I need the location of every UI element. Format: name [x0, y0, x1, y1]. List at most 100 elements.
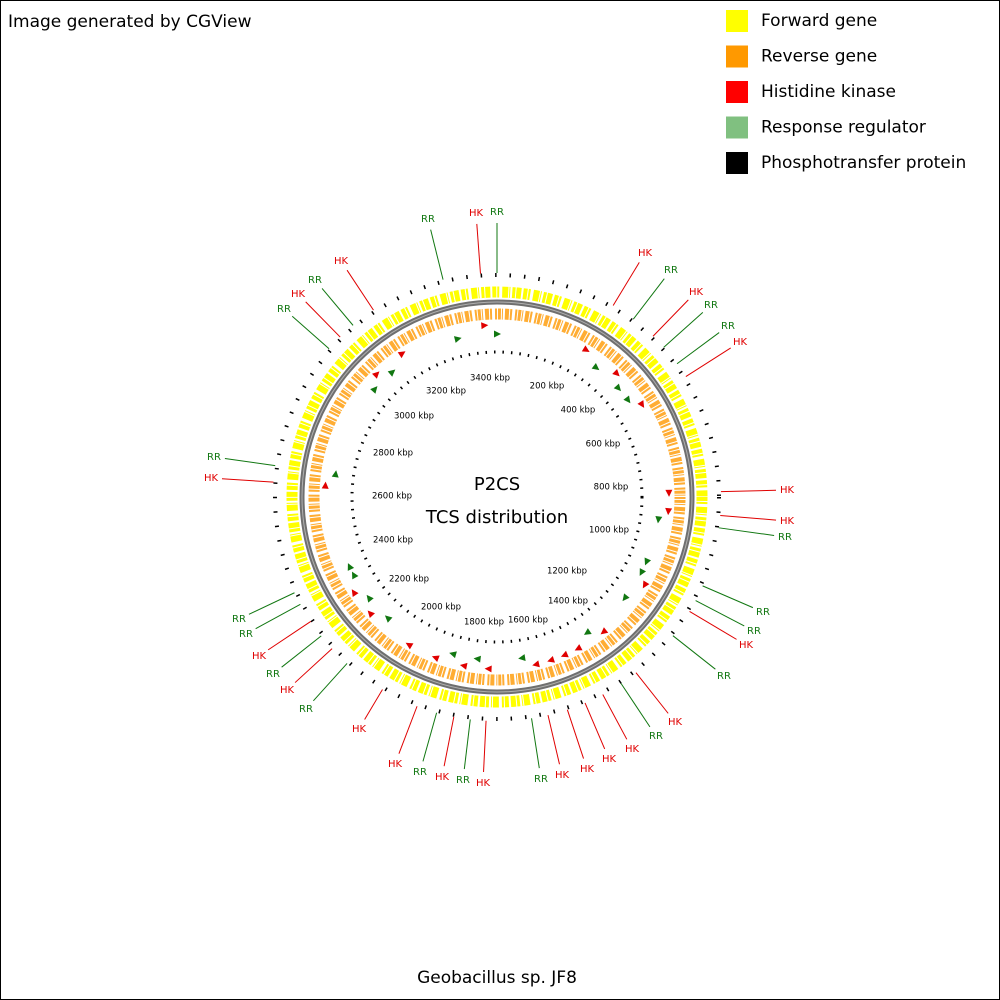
- scale-label: 3000 kbp: [394, 412, 434, 422]
- callout-line: [566, 709, 585, 759]
- tcs-marker: [583, 628, 592, 635]
- callout-line: [531, 718, 540, 769]
- tcs-marker: [560, 650, 569, 658]
- callout-label: RR: [421, 214, 435, 225]
- reverse-gene-ring: [308, 308, 686, 686]
- callout-line: [255, 603, 301, 630]
- callout-label: RR: [308, 275, 322, 286]
- callout-line: [281, 635, 322, 668]
- callout-line: [248, 592, 295, 615]
- callout-label: RR: [266, 669, 280, 680]
- inner-scale: [350, 350, 644, 644]
- callout-line: [224, 458, 276, 467]
- callout-label: RR: [232, 614, 246, 625]
- scale-label: 400 kbp: [561, 406, 596, 416]
- scale-label: 3200 kbp: [426, 387, 466, 397]
- tcs-marker: [639, 568, 647, 576]
- tcs-marker: [449, 651, 457, 659]
- callout-line: [321, 288, 354, 326]
- callout-label: HK: [469, 208, 484, 219]
- callout-label: HK: [334, 256, 349, 267]
- callout-label: RR: [664, 265, 678, 276]
- tcs-marker: [484, 665, 492, 673]
- scale-label: 1400 kbp: [548, 597, 588, 607]
- tcs-marker: [613, 383, 621, 392]
- callout-line: [702, 585, 754, 609]
- tcs-marker: [622, 593, 630, 602]
- legend-label: Histidine kinase: [761, 82, 896, 102]
- tcs-marker: [331, 470, 339, 478]
- callout-label: RR: [649, 731, 663, 742]
- callout-line: [422, 712, 438, 762]
- callout-label: HK: [780, 485, 795, 496]
- callout-label: HK: [204, 473, 219, 484]
- callout-label: HK: [280, 685, 295, 696]
- legend-label: Reverse gene: [761, 47, 877, 67]
- legend-label: Phosphotransfer protein: [761, 153, 966, 173]
- callout-label: HK: [739, 640, 754, 651]
- callout-label: RR: [704, 300, 718, 311]
- center-subtitle: TCS distribution: [425, 507, 568, 528]
- callout-label: HK: [476, 778, 491, 789]
- scale-label: 3400 kbp: [470, 374, 510, 384]
- tcs-marker: [494, 330, 501, 338]
- callout-label: RR: [207, 452, 221, 463]
- scale-label: 2600 kbp: [372, 492, 412, 502]
- legend-swatch: [726, 116, 748, 139]
- callout-line: [584, 702, 606, 750]
- callout-line: [685, 347, 731, 377]
- callout-line: [291, 315, 330, 350]
- tcs-marker: [459, 662, 468, 670]
- scale-label: 2000 kbp: [421, 603, 461, 613]
- tcs-marker: [387, 369, 396, 377]
- scale-label: 2800 kbp: [373, 449, 413, 459]
- outer-ticks: [273, 273, 721, 721]
- tcs-marker: [518, 654, 526, 662]
- callout-line: [676, 332, 720, 365]
- callout-line: [483, 720, 487, 773]
- callout-line: [720, 514, 777, 521]
- scale-label: 600 kbp: [586, 440, 621, 450]
- tcs-marker: [532, 660, 540, 668]
- tcs-marker: [405, 642, 414, 650]
- callout-label: HK: [352, 724, 367, 735]
- callout-line: [612, 262, 640, 306]
- tcs-marker: [665, 507, 673, 516]
- legend-swatch: [726, 10, 748, 32]
- callout-label: RR: [299, 704, 313, 715]
- callout-line: [632, 278, 665, 320]
- tcs-marker: [352, 571, 359, 580]
- callout-label: RR: [534, 774, 548, 785]
- forward-gene-ring: [286, 286, 708, 708]
- callout-line: [476, 223, 481, 274]
- legend-swatch: [726, 152, 748, 174]
- tcs-marker: [637, 400, 645, 408]
- scale-label: 1000 kbp: [589, 526, 629, 536]
- tcs-marker: [623, 395, 631, 404]
- callout-label: HK: [780, 516, 795, 527]
- legend-swatch: [726, 81, 748, 103]
- tcs-marker: [321, 481, 329, 489]
- tcs-marker: [431, 655, 440, 663]
- callout-line: [547, 715, 560, 765]
- callout-line: [652, 299, 689, 337]
- callout-label: RR: [413, 767, 427, 778]
- callout-line: [695, 600, 745, 627]
- center-title: P2CS: [474, 474, 520, 495]
- callout-line: [294, 648, 333, 683]
- scale-label: 200 kbp: [530, 382, 565, 392]
- callout-line: [663, 311, 704, 348]
- tcs-marker: [372, 371, 380, 379]
- callout-line: [346, 269, 374, 311]
- callout-line: [267, 621, 312, 651]
- callout-line: [689, 611, 737, 640]
- tcs-marker: [366, 594, 374, 603]
- scale-label: 1800 kbp: [464, 618, 504, 628]
- tcs-marker: [581, 345, 590, 353]
- callout-label: HK: [668, 717, 683, 728]
- tcs-marker: [481, 322, 489, 330]
- callout-label: RR: [717, 671, 731, 682]
- callout-label: RR: [721, 321, 735, 332]
- tcs-marker: [600, 627, 609, 635]
